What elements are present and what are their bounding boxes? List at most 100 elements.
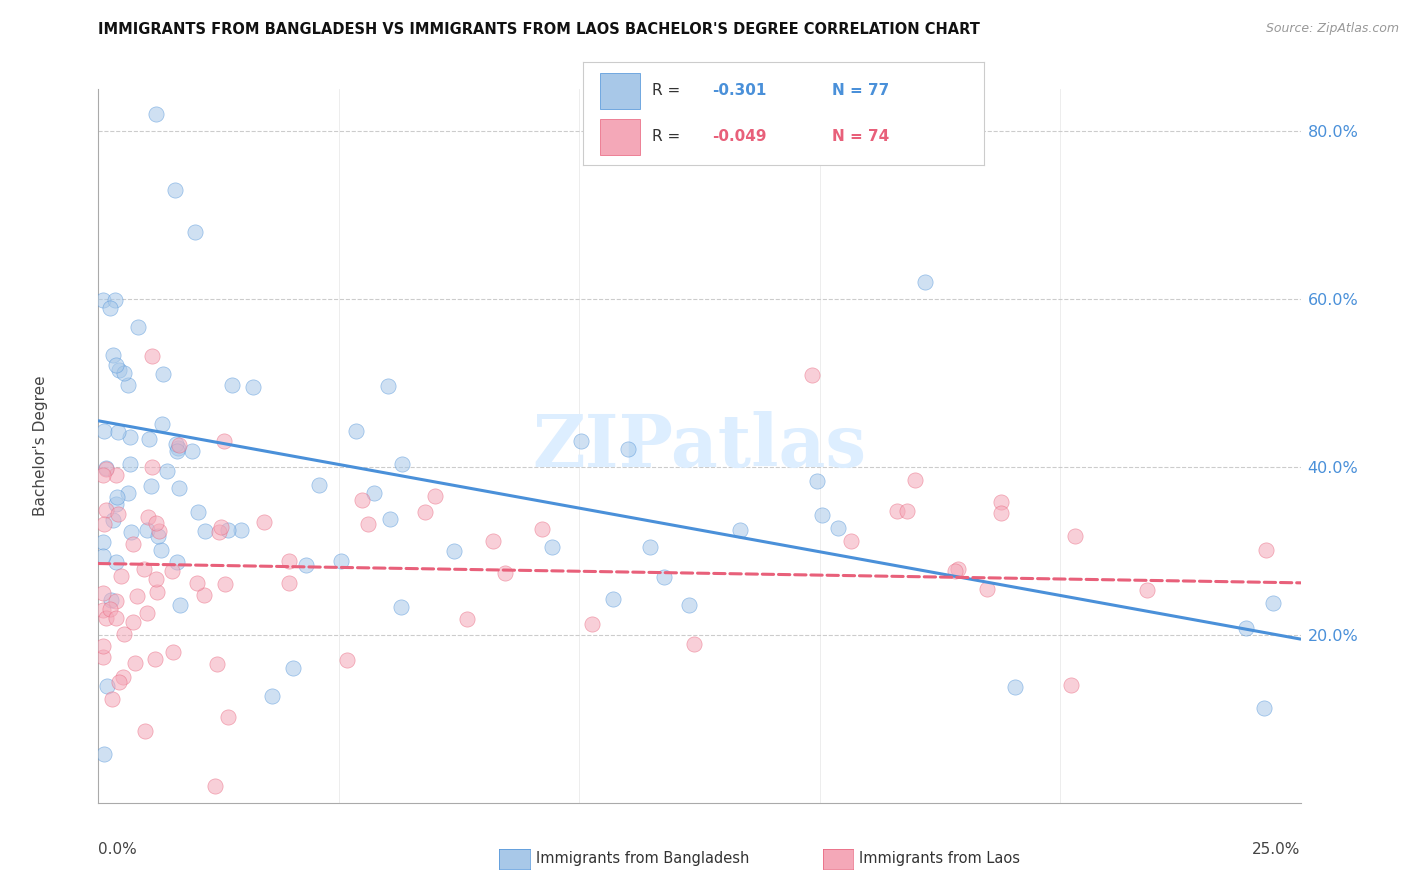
Point	[494, 566, 516, 581]
Point	[357, 516, 380, 531]
Point	[98, 601, 121, 615]
Point	[108, 675, 131, 690]
Point	[602, 592, 624, 607]
Point	[150, 417, 173, 432]
Point	[990, 507, 1012, 521]
Point	[207, 657, 229, 671]
Point	[104, 611, 127, 625]
Point	[214, 434, 236, 448]
Point	[541, 540, 564, 554]
Point	[104, 593, 127, 607]
Point	[152, 367, 174, 381]
Point	[98, 301, 121, 315]
Point	[638, 540, 661, 554]
Point	[217, 523, 239, 537]
Point	[1004, 681, 1026, 695]
Text: Bachelor's Degree: Bachelor's Degree	[34, 376, 48, 516]
Point	[107, 507, 129, 521]
Point	[344, 424, 367, 438]
Point	[105, 490, 128, 504]
Point	[531, 522, 554, 536]
Point	[1136, 583, 1159, 598]
Point	[93, 747, 115, 761]
Point	[105, 467, 128, 482]
Point	[96, 679, 118, 693]
Point	[91, 534, 114, 549]
Point	[167, 438, 190, 452]
Point	[1263, 596, 1285, 610]
Point	[295, 558, 318, 573]
Point	[330, 554, 353, 568]
Point	[943, 564, 966, 578]
Point	[278, 554, 301, 568]
Point	[104, 293, 127, 307]
Point	[193, 588, 215, 602]
Point	[730, 523, 752, 537]
Point	[262, 689, 284, 703]
Point	[100, 692, 122, 706]
Point	[91, 468, 114, 483]
Point	[135, 606, 157, 620]
Point	[378, 511, 401, 525]
Point	[914, 275, 936, 289]
Point	[801, 368, 824, 382]
Point	[221, 378, 243, 392]
Point	[1253, 700, 1275, 714]
Point	[186, 575, 208, 590]
Point	[389, 599, 412, 614]
Point	[141, 349, 163, 363]
Point	[108, 362, 131, 376]
Point	[363, 486, 385, 500]
Point	[91, 293, 114, 307]
Point	[169, 598, 191, 612]
Point	[231, 523, 253, 537]
Point	[209, 520, 232, 534]
Text: 25.0%: 25.0%	[1253, 842, 1301, 857]
Point	[839, 533, 862, 548]
Point	[194, 524, 217, 539]
Point	[948, 562, 970, 576]
Point	[96, 461, 118, 475]
Point	[183, 225, 205, 239]
Point	[217, 710, 239, 724]
Point	[336, 653, 359, 667]
Point	[976, 582, 998, 596]
Point	[166, 444, 188, 458]
Point	[120, 524, 142, 539]
Point	[156, 464, 179, 478]
Point	[252, 515, 274, 529]
Text: N = 77: N = 77	[832, 83, 889, 98]
Point	[93, 424, 115, 438]
Point	[107, 425, 129, 439]
Point	[181, 443, 204, 458]
Text: Immigrants from Bangladesh: Immigrants from Bangladesh	[536, 851, 749, 865]
Point	[94, 503, 117, 517]
Point	[94, 462, 117, 476]
Point	[145, 516, 167, 531]
Point	[132, 562, 155, 576]
Point	[112, 670, 135, 684]
Text: IMMIGRANTS FROM BANGLADESH VS IMMIGRANTS FROM LAOS BACHELOR'S DEGREE CORRELATION: IMMIGRANTS FROM BANGLADESH VS IMMIGRANTS…	[98, 22, 980, 37]
Point	[242, 380, 264, 394]
Point	[138, 432, 160, 446]
Point	[145, 107, 167, 121]
Point	[308, 477, 330, 491]
Point	[124, 656, 146, 670]
Text: 0.0%: 0.0%	[98, 842, 138, 857]
Point	[101, 348, 124, 362]
Point	[811, 508, 834, 522]
Point	[827, 521, 849, 535]
Point	[569, 434, 592, 449]
Point	[165, 183, 187, 197]
Point	[166, 555, 188, 569]
Point	[283, 660, 305, 674]
Point	[214, 577, 236, 591]
Point	[204, 779, 226, 793]
Point	[423, 489, 446, 503]
Point	[91, 549, 114, 564]
Point	[1256, 542, 1278, 557]
Point	[136, 510, 159, 524]
Point	[167, 442, 190, 456]
Point	[94, 611, 117, 625]
Point	[806, 475, 828, 489]
